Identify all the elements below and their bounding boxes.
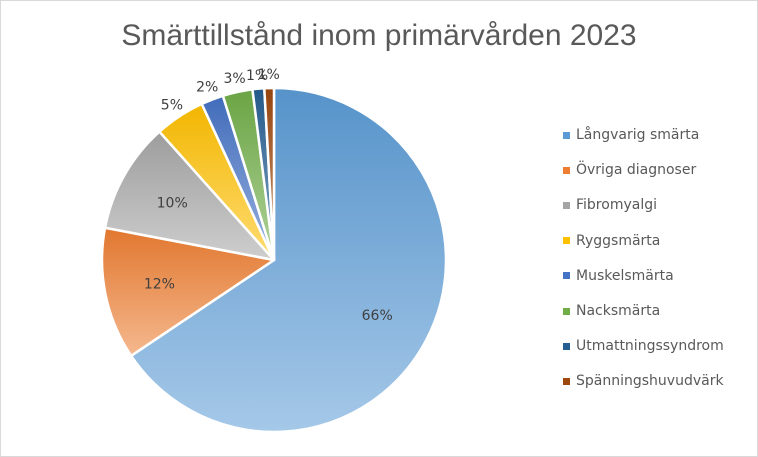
legend-label: Långvarig smärta bbox=[576, 127, 700, 143]
pie-slice-fibromyalgi[interactable] bbox=[103, 130, 276, 262]
data-label-utmattningssyndrom: 1% bbox=[246, 68, 268, 84]
legend-swatch bbox=[563, 272, 570, 280]
legend-swatch bbox=[563, 307, 570, 315]
data-label-spanningshuvudvark: 1% bbox=[258, 67, 280, 83]
data-label-fibromyalgi: 10% bbox=[157, 195, 188, 211]
legend-swatch bbox=[563, 377, 570, 385]
legend-item-ryggsmarta[interactable]: Ryggsmärta bbox=[563, 231, 660, 251]
legend-label: Spänningshuvudvärk bbox=[576, 373, 724, 390]
data-label-ovriga-diagnoser: 12% bbox=[144, 276, 175, 292]
legend-item-muskelsmarta[interactable]: Muskelsmärta bbox=[563, 266, 674, 286]
legend-swatch bbox=[563, 237, 570, 245]
legend-swatch bbox=[563, 166, 570, 174]
legend-swatch bbox=[563, 201, 570, 209]
legend-label: Ryggsmärta bbox=[576, 232, 661, 249]
data-label-ryggsmarta: 5% bbox=[161, 98, 183, 114]
legend-label: Nacksmärta bbox=[576, 303, 661, 319]
legend-item-spanningshuvudvark[interactable]: Spänningshuvudvärk bbox=[563, 371, 724, 391]
legend-label: Muskelsmärta bbox=[576, 267, 674, 284]
data-label-nacksmarta: 3% bbox=[223, 71, 245, 87]
pie-slice-langvarig-smarta[interactable] bbox=[129, 86, 448, 434]
data-label-muskelsmarta: 2% bbox=[196, 79, 218, 95]
legend-swatch bbox=[563, 342, 570, 350]
legend-item-ovriga-diagnoser[interactable]: Övriga diagnoser bbox=[563, 160, 696, 180]
data-label-langvarig-smarta: 66% bbox=[362, 308, 393, 324]
legend-label: Övriga diagnoser bbox=[576, 162, 697, 179]
legend-swatch bbox=[563, 131, 570, 139]
legend-item-nacksmarta[interactable]: Nacksmärta bbox=[563, 301, 660, 321]
legend-item-fibromyalgi[interactable]: Fibromyalgi bbox=[563, 195, 657, 215]
chart-legend: Långvarig smärta Övriga diagnoser Fibromya… bbox=[551, 119, 746, 397]
pie-slice-spanningshuvudvark[interactable] bbox=[263, 86, 276, 262]
legend-label: Utmattningssyndrom bbox=[576, 338, 724, 355]
legend-label: Fibromyalgi bbox=[576, 197, 657, 214]
pie-slice-ovriga-diagnoser[interactable] bbox=[100, 226, 276, 358]
chart-title: Smärttillstånd inom primärvården 2023 bbox=[121, 19, 637, 52]
legend-item-langvarig-smarta[interactable]: Långvarig smärta bbox=[563, 125, 699, 145]
legend-item-utmattningssyndrom[interactable]: Utmattningssyndrom bbox=[563, 336, 724, 356]
